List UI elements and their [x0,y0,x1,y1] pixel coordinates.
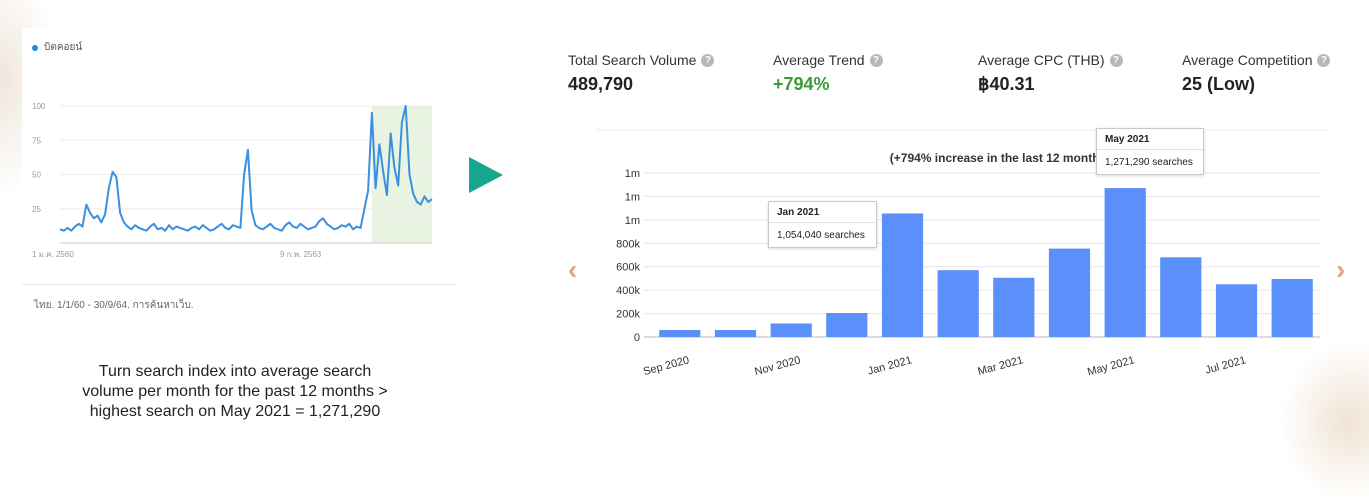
y-tick-label: 25 [32,205,41,214]
y-tick-label: 50 [32,171,41,180]
trends-legend: บิตคอยน์ [32,40,82,55]
bar-aug-2021[interactable] [1271,279,1313,337]
tooltip-title: May 2021 [1097,129,1203,150]
divider [22,284,456,285]
legend-dot-icon [32,44,38,51]
play-arrow-icon [469,157,503,193]
x-tick-label: Nov 2020 [753,354,802,378]
chevron-right-icon[interactable]: › [1336,254,1346,285]
x-tick-label: Mar 2021 [977,354,1025,378]
stat-value: 25 (Low) [1182,74,1256,94]
bar-mar-2021[interactable] [993,277,1035,337]
caption: Turn search index into average search vo… [40,362,430,422]
help-icon[interactable]: ? [701,53,715,67]
y-tick-label: 200k [616,309,640,321]
bar-jan-2021[interactable] [881,213,924,338]
y-tick-label: 400k [616,285,640,297]
bar-may-2021[interactable] [1104,188,1146,337]
y-tick-label: 100 [32,102,46,111]
trend-line [59,105,433,232]
stat-value: ฿40.31 [978,74,1035,94]
x-tick-label: Jan 2021 [866,354,913,377]
stat-label: Average Competition [1182,52,1313,68]
bar-dec-2020[interactable] [826,313,868,337]
bar-apr-2021[interactable] [1048,248,1091,337]
y-tick-label: 1m [625,215,640,227]
help-icon[interactable]: ? [1109,53,1123,67]
y-tick-label: 600k [616,262,640,274]
bar-oct-2020[interactable] [714,330,757,337]
legend-label: บิตคอยน์ [44,42,83,53]
caption-line-3: highest search on May 2021 = 1,271,290 [89,403,381,420]
bar-nov-2020[interactable] [770,323,812,338]
stat-average-trend: Average Trend? +794% [773,52,883,95]
stat-value: +794% [773,74,830,94]
tooltip-jan-2021: Jan 2021 1,054,040 searches [768,201,877,248]
stat-label: Average CPC (THB) [978,52,1105,68]
trends-line-chart: 100 75 50 25 1 ม.ค. 2560 9 ก.พ. 2563 [32,102,433,259]
caption-line-1: Turn search index into average search [98,363,372,380]
help-icon[interactable]: ? [1317,53,1331,67]
chart-title: (+794% increase in the last 12 months) [890,151,1110,165]
tooltip-body: 1,271,290 searches [1105,157,1193,168]
bar-jul-2021[interactable] [1215,284,1258,337]
y-tick-label: 0 [634,332,640,344]
y-tick-label: 800k [616,238,640,250]
trends-note: ไทย. 1/1/60 - 30/9/64. การค้นหาเว็บ. [34,300,194,311]
tooltip-may-2021: May 2021 1,271,290 searches [1096,128,1204,175]
chevron-left-icon[interactable]: ‹ [568,254,578,285]
bar-sep-2020[interactable] [659,330,701,337]
x-tick-label: 9 ก.พ. 2563 [280,250,322,259]
stat-label: Total Search Volume [568,52,697,68]
stat-value: 489,790 [568,74,634,94]
caption-line-2: volume per month for the past 12 months … [82,383,388,400]
stat-label: Average Trend [773,52,865,68]
y-tick-label: 75 [32,136,41,145]
trends-chart-card: 100 75 50 25 1 ม.ค. 2560 9 ก.พ. 2563 บิตคอยน์ [22,28,458,288]
bar-feb-2021[interactable] [937,270,979,337]
bar-jun-2021[interactable] [1160,257,1202,337]
stat-total-search-volume: Total Search Volume? 489,790 [568,52,715,95]
tooltip-title: Jan 2021 [769,202,876,223]
help-icon[interactable]: ? [869,53,883,67]
x-tick-label: Sep 2020 [642,354,691,378]
y-tick-label: 1m [625,191,640,203]
stat-average-cpc: Average CPC (THB)? ฿40.31 [978,52,1123,95]
x-tick-label: 1 ม.ค. 2560 [32,250,74,259]
search-volume-bar-chart: (+794% increase in the last 12 months) 0 2… [596,129,1328,378]
tooltip-body: 1,054,040 searches [777,230,865,241]
x-tick-label: Jul 2021 [1204,354,1247,376]
y-tick-label: 1m [625,168,640,180]
stat-average-competition: Average Competition? 25 (Low) [1182,52,1331,95]
x-tick-label: May 2021 [1086,354,1136,378]
